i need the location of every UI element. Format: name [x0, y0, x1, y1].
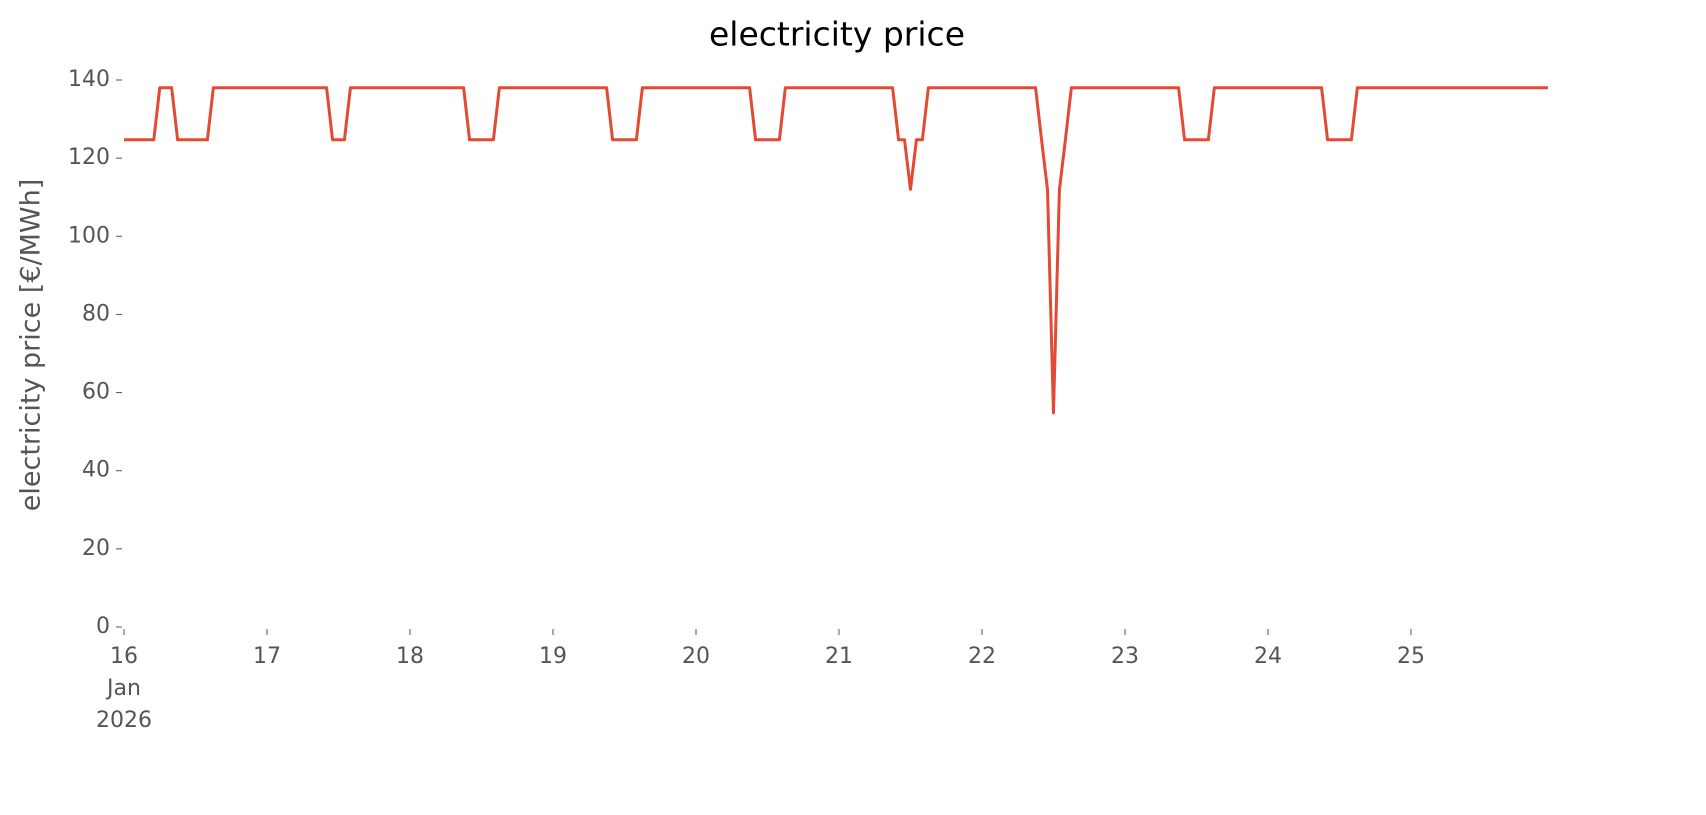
y-tick-label: 100 — [68, 223, 110, 248]
y-tick-label: 0 — [96, 614, 110, 639]
x-tick-label: 18 — [395, 644, 424, 669]
x-tick-label: 24 — [1253, 644, 1282, 669]
y-tick-label: 20 — [82, 536, 110, 561]
x-tick-label: 16 Jan 2026 — [96, 644, 152, 733]
x-tick-label: 22 — [967, 644, 996, 669]
x-tick-label: 20 — [681, 644, 710, 669]
x-tick-label: 21 — [824, 644, 853, 669]
price-line — [124, 86, 1548, 415]
y-tick-label: 80 — [82, 301, 110, 326]
x-tick-label: 19 — [538, 644, 567, 669]
y-tick-label: 60 — [82, 380, 110, 405]
x-tick-label: 17 — [252, 644, 281, 669]
chart-title: electricity price — [709, 15, 965, 54]
y-tick-label: 40 — [82, 458, 110, 483]
x-tick-label: 25 — [1396, 644, 1425, 669]
y-tick-label: 120 — [68, 145, 110, 170]
y-axis-label: electricity price [€/MWh] — [16, 179, 47, 511]
y-tick-label: 140 — [68, 67, 110, 92]
x-tick-label: 23 — [1110, 644, 1139, 669]
